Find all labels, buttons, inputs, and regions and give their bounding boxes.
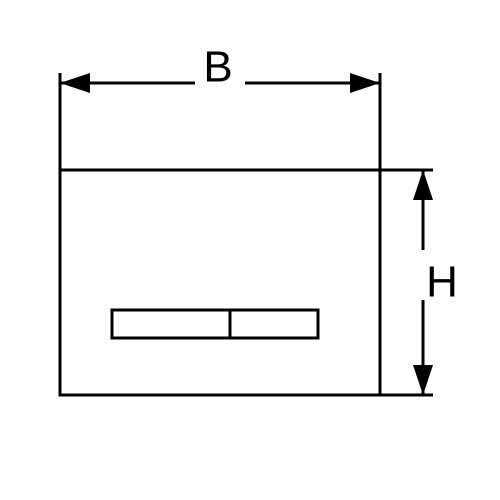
flush-button-left [112, 310, 230, 338]
flush-buttons [112, 310, 318, 338]
dimension-width-label: B [203, 43, 232, 92]
dimension-height-label: H [426, 258, 458, 307]
dimension-height [380, 170, 433, 395]
plate-outline [60, 170, 380, 395]
flush-button-right [230, 310, 318, 338]
dimensioned-plate-diagram: B H [0, 0, 500, 500]
